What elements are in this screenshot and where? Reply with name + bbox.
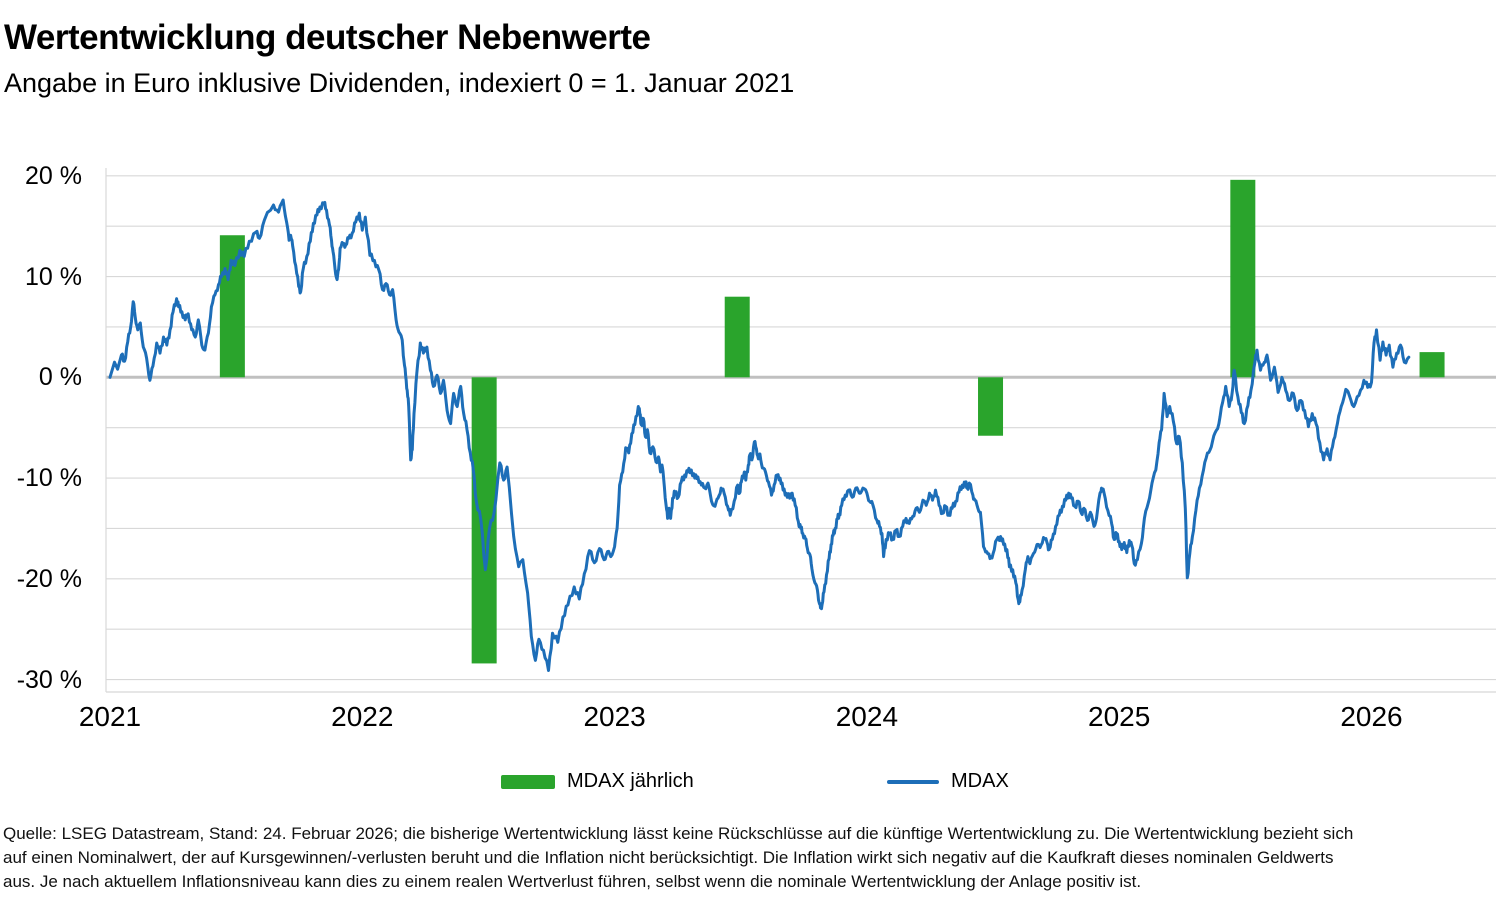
footer-line-3: aus. Je nach aktuellem Inflationsniveau …: [3, 872, 1142, 891]
legend: MDAX jährlich MDAX: [0, 770, 1500, 800]
mdax-line-path: [108, 198, 1411, 672]
y-axis-tick-label: 10 %: [25, 262, 82, 291]
y-axis-tick-label: -20 %: [16, 564, 82, 593]
x-axis-tick-label: 2021: [78, 701, 142, 732]
x-axis-tick-label: 2026: [1340, 701, 1403, 732]
footer-line-1: Quelle: LSEG Datastream, Stand: 24. Febr…: [3, 824, 1354, 843]
bar-swatch-icon: [501, 774, 555, 789]
line-swatch-icon: [887, 779, 939, 784]
page-title: Wertentwicklung deutscher Nebenwerte: [4, 18, 651, 57]
bar-2023: [724, 296, 750, 378]
y-axis-tick-label: 20 %: [25, 161, 82, 190]
x-axis-tick-label: 2023: [583, 701, 646, 732]
chart-canvas: [105, 168, 1496, 693]
bar-2024: [978, 377, 1004, 436]
legend-label: MDAX jährlich: [567, 770, 694, 792]
y-axis-tick-label: -10 %: [16, 464, 82, 493]
bar-2026: [1419, 352, 1445, 378]
bar-2025: [1230, 179, 1256, 378]
source-disclaimer: Quelle: LSEG Datastream, Stand: 24. Febr…: [3, 822, 1499, 894]
x-axis-tick-label: 2022: [331, 701, 394, 732]
x-axis-tick-label: 2025: [1088, 701, 1151, 732]
legend-label: MDAX: [951, 770, 1009, 792]
y-axis-tick-label: -30 %: [16, 665, 82, 694]
legend-item-mdax: MDAX: [887, 770, 1009, 793]
x-axis-tick-label: 2024: [835, 701, 899, 732]
footer-line-2: auf einen Nominalwert, der auf Kursgewin…: [3, 848, 1334, 867]
page-subtitle: Angabe in Euro inklusive Dividenden, ind…: [4, 68, 795, 98]
bar-2021: [219, 235, 245, 378]
legend-item-mdax-jaehrlich: MDAX jährlich: [501, 770, 694, 793]
y-axis-tick-label: 0 %: [38, 363, 82, 392]
